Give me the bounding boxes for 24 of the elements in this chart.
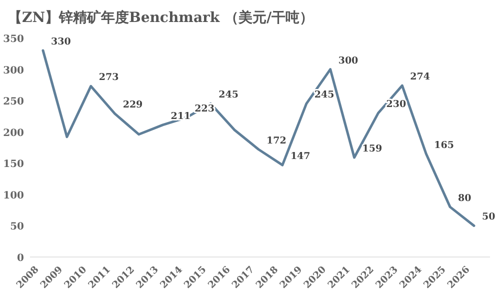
data-label: 300 xyxy=(338,55,359,66)
chart-title: 【ZN】锌精矿年度Benchmark （美元/干吨） xyxy=(8,9,314,26)
y-tick-label: 300 xyxy=(3,65,24,76)
data-label: 229 xyxy=(122,100,144,111)
line-series xyxy=(42,49,476,227)
data-label: 50 xyxy=(482,212,496,223)
y-tick-label: 0 xyxy=(17,253,24,264)
data-label: 273 xyxy=(98,72,119,84)
data-label: 172 xyxy=(266,135,286,146)
data-label: 80 xyxy=(458,192,472,204)
data-label: 147 xyxy=(290,151,310,162)
y-tick-label: 350 xyxy=(3,34,24,45)
y-tick-label: 200 xyxy=(3,128,24,139)
data-label: 245 xyxy=(218,90,238,101)
y-tick-label: 150 xyxy=(3,159,24,170)
y-tick-label: 250 xyxy=(3,96,24,108)
data-label: 159 xyxy=(362,144,382,155)
y-tick-label: 100 xyxy=(3,190,24,202)
y-tick-label: 50 xyxy=(10,222,24,233)
data-label: 165 xyxy=(434,140,454,151)
data-label: 245 xyxy=(314,90,334,101)
data-label: 230 xyxy=(386,99,406,110)
data-label: 274 xyxy=(410,72,430,83)
data-label: 330 xyxy=(51,36,72,48)
